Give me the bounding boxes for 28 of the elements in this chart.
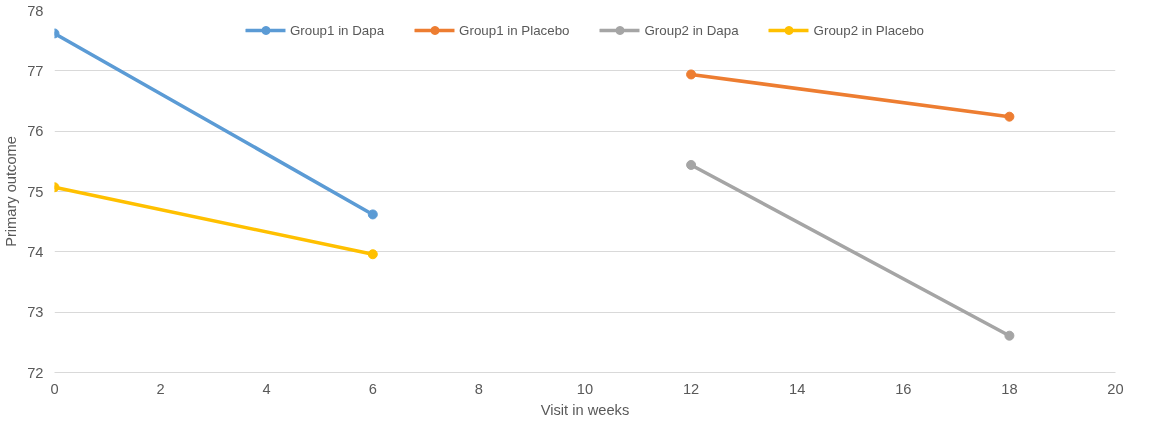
legend-label: Group1 in Dapa [289,22,385,38]
x-tick-label: 6 [368,380,377,397]
x-tick-label: 4 [262,380,271,397]
x-tick-label: 14 [789,380,806,397]
legend-label: Group2 in Dapa [644,22,739,38]
y-tick-label: 76 [27,123,44,140]
point [686,159,697,170]
point [686,69,697,80]
y-tick-label: 78 [27,2,44,19]
legend-label: Group2 in Placebo [813,22,925,38]
legend-label: Group1 in Placebo [459,22,570,38]
y-tick-label: 77 [27,62,44,79]
x-tick-label: 10 [576,380,594,397]
x-tick-label: 0 [50,380,59,397]
x-tick-label: 2 [156,380,165,397]
point [1004,111,1015,122]
y-tick-label: 74 [27,243,44,260]
x-tick-label: 12 [682,380,700,397]
y-axis-title: Primary outcome [3,136,20,247]
x-tick-label: 18 [1001,380,1018,397]
x-axis-title: Visit in weeks [540,401,630,418]
y-tick-label: 75 [27,183,44,200]
point [1004,330,1015,341]
y-tick-label: 73 [27,304,44,321]
x-tick-label: 16 [895,380,912,397]
x-tick-label: 8 [474,380,483,397]
x-tick-label: 20 [1107,380,1124,397]
y-tick-label: 72 [27,364,44,381]
